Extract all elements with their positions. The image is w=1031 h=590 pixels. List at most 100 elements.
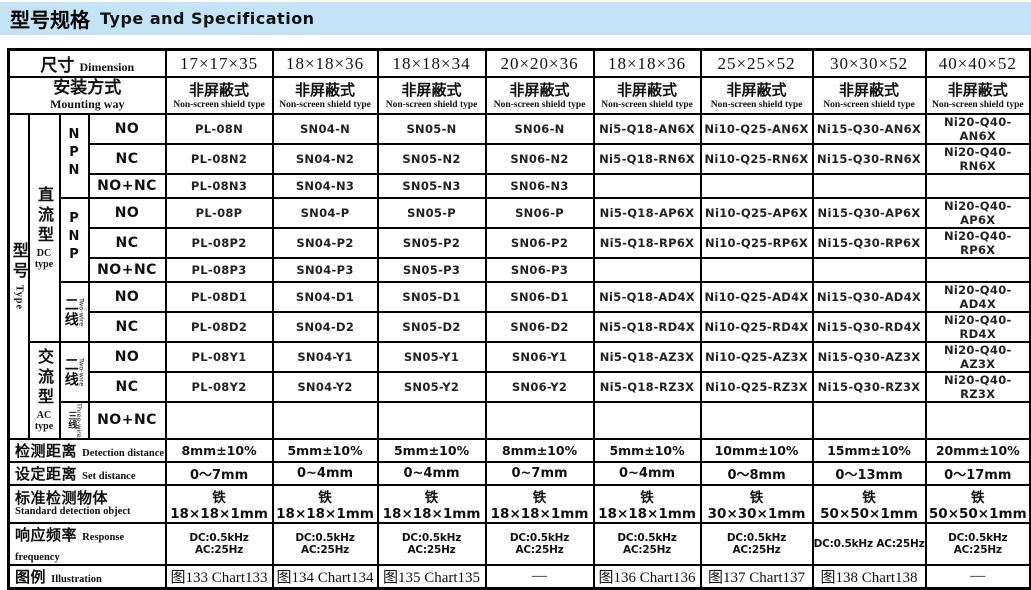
model-cell: Ni10-Q25-RN6X <box>699 143 814 175</box>
model-cell <box>924 401 1031 440</box>
model-cell: SN04-N3 <box>271 173 379 199</box>
output-cell: NC <box>87 311 167 343</box>
shield-label-en: Non-screen shield type <box>601 99 693 110</box>
model-cell: Ni15-Q30-AD4X <box>811 281 927 313</box>
spec-value-cell: 0~4mm <box>271 460 379 486</box>
dimension-label-en: Dimension <box>79 60 135 74</box>
spec-value-cell: 0~4mm <box>592 460 702 486</box>
shield-label-en: Non-screen shield type <box>710 99 803 110</box>
ac-group-header: 交流型 AC type <box>27 341 61 440</box>
model-cell <box>699 173 814 199</box>
dimension-cell: 18×18×36 <box>592 48 702 78</box>
output-cell: NO+NC <box>87 257 167 283</box>
model-cell <box>376 401 487 440</box>
shield-label-en: Non-screen shield type <box>173 99 265 110</box>
output-cell: NO+NC <box>87 401 167 440</box>
model-cell: Ni20-Q40-AD4X <box>924 281 1031 313</box>
spec-value-cell: 0～8mm <box>699 460 814 486</box>
model-cell: SN04-P3 <box>271 257 379 283</box>
title-band: 型号规格 Type and Specification <box>0 2 1031 35</box>
spec-value-cell: DC:0.5kHz AC:25Hz <box>376 521 487 566</box>
shield-label-en: Non-screen shield type <box>493 99 586 110</box>
spec-value-cell: 铁18×18×1mm <box>271 483 379 524</box>
shield-label-en: Non-screen shield type <box>823 99 915 110</box>
model-cell: Ni10-Q25-AD4X <box>699 281 814 313</box>
model-cell <box>699 257 814 283</box>
spec-value-cell: 0~4mm <box>376 460 487 486</box>
spec-label: 设定距离 Set distance <box>7 460 167 486</box>
spec-value-cell: 铁50×50×1mm <box>924 483 1031 524</box>
spec-label-en: Detection distance <box>82 447 165 459</box>
model-cell <box>592 173 702 199</box>
spec-value-cell: 图134 Chart134 <box>271 563 379 590</box>
model-cell: SN06-D2 <box>484 311 595 343</box>
three-wire-label-zh: 三线 <box>66 411 77 430</box>
model-cell: Ni15-Q30-AP6X <box>811 197 927 229</box>
spec-row-set: 设定距离 Set distance 0～7mm 0~4mm 0~4mm 0~7m… <box>7 460 1031 486</box>
spec-value-cell: 图138 Chart138 <box>811 563 927 590</box>
model-cell: Ni20-Q40-RN6X <box>924 143 1031 175</box>
model-cell <box>699 401 814 440</box>
model-cell: SN05-P3 <box>376 257 487 283</box>
model-cell: SN06-N2 <box>484 143 595 175</box>
dimension-cell: 20×20×36 <box>484 48 595 78</box>
type-label-zh: 型号 <box>9 242 29 283</box>
mounting-label-zh: 安装方式 <box>53 78 122 99</box>
model-cell: Ni15-Q30-AZ3X <box>811 341 927 373</box>
spec-value-cell: 铁18×18×1mm <box>592 483 702 524</box>
model-cell: Ni10-Q25-AP6X <box>699 197 814 229</box>
model-cell: PL-08Y1 <box>164 341 274 373</box>
model-cell <box>592 257 702 283</box>
model-cell: SN04-P2 <box>271 227 379 259</box>
dimension-cell: 18×18×34 <box>376 48 487 78</box>
model-cell: Ni20-Q40-AN6X <box>924 113 1031 145</box>
ac-label-en: AC type <box>34 410 54 432</box>
model-cell: Ni10-Q25-RD4X <box>699 311 814 343</box>
spec-value-cell: 图137 Chart137 <box>699 563 814 590</box>
model-cell: Ni15-Q30-AN6X <box>811 113 927 145</box>
mounting-label-en: Mounting way <box>50 97 125 112</box>
two-wire-label-zh: 二线 <box>62 297 79 327</box>
model-cell: Ni10-Q25-AN6X <box>699 113 814 145</box>
spec-value-cell: 铁30×30×1mm <box>699 483 814 524</box>
shield-cell: 非屏蔽式 Non-screen shield type <box>271 76 379 115</box>
shield-label-zh: 非屏蔽式 <box>839 80 900 99</box>
spec-value-cell: 0～13mm <box>811 460 927 486</box>
shield-label-zh: 非屏蔽式 <box>947 80 1008 99</box>
spec-value-cell: 5mm±10% <box>271 437 379 463</box>
npn-group-header: NPN <box>58 113 90 199</box>
model-row: 型号 Type 直流型 DC type NPN NO PL-08N SN04-N… <box>7 113 1031 440</box>
ac-label-zh: 交流型 <box>35 348 54 409</box>
spec-label-en: Set distance <box>82 470 136 482</box>
spec-value-cell: — <box>484 563 595 590</box>
output-cell: NO <box>87 113 167 145</box>
dc-two-wire-header: 二线 Two-wire <box>58 281 90 343</box>
dimension-row: 尺寸 Dimension 17×17×35 18×18×36 18×18×34 … <box>7 48 1031 78</box>
spec-value-cell: 15mm±10% <box>811 437 927 463</box>
model-row: NC PL-08D2 SN04-D2 SN05-D2 SN06-D2 Ni5-Q… <box>9 311 1031 343</box>
model-cell: SN05-P <box>376 197 487 229</box>
model-cell: SN05-D2 <box>376 311 487 343</box>
shield-cell: 非屏蔽式 Non-screen shield type <box>924 76 1031 115</box>
spec-value-cell: 0～7mm <box>164 460 274 486</box>
spec-label: 检测距离 Detection distance <box>7 437 167 463</box>
shield-cell: 非屏蔽式 Non-screen shield type <box>811 76 927 115</box>
spec-value-cell: DC:0.5kHz AC:25Hz <box>811 521 927 566</box>
model-cell: PL-08P <box>164 197 274 229</box>
spec-value-cell: DC:0.5kHz AC:25Hz <box>699 521 814 566</box>
model-cell: SN06-P <box>484 197 595 229</box>
shield-label-en: Non-screen shield type <box>279 99 371 110</box>
spec-label: 响应频率 Response frequency <box>7 521 167 566</box>
model-cell: Ni5-Q18-RN6X <box>592 143 702 175</box>
model-cell: SN04-Y2 <box>271 371 379 403</box>
spec-label-zh: 检测距离 <box>15 441 78 460</box>
spec-label: 标准检测物体 Standard detection object <box>7 483 167 524</box>
shield-label-zh: 非屏蔽式 <box>401 80 462 99</box>
shield-label-zh: 非屏蔽式 <box>189 80 250 99</box>
model-cell: PL-08N3 <box>164 173 274 199</box>
model-cell: SN06-D1 <box>484 281 595 313</box>
output-cell: NO <box>87 341 167 373</box>
model-row: 二线 Two-wire NO PL-08D1 SN04-D1 SN05-D1 S… <box>9 281 1031 343</box>
model-cell: Ni15-Q30-RN6X <box>811 143 927 175</box>
spec-value-cell: 0～17mm <box>924 460 1031 486</box>
